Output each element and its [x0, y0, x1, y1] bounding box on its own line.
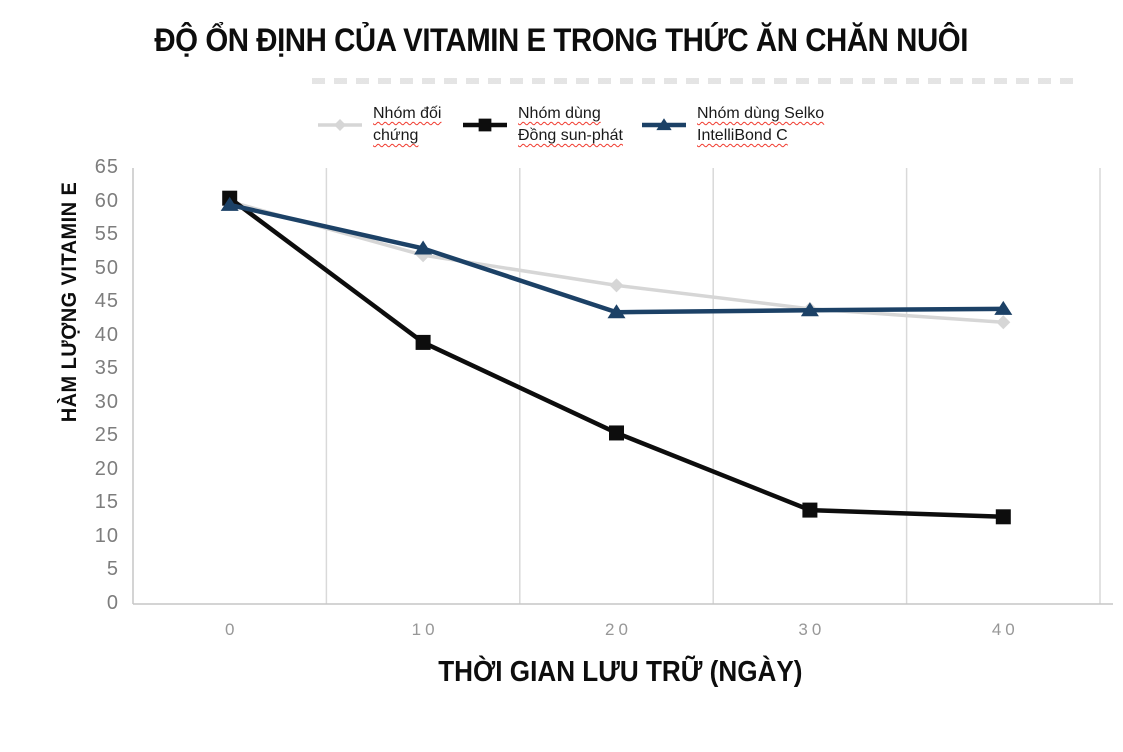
legend-label-intellibond: Nhóm dùng Selko IntelliBond C	[697, 103, 824, 147]
triangle-marker	[994, 300, 1013, 315]
y-tick-label: 55	[94, 223, 119, 246]
diamond-marker	[334, 119, 346, 131]
y-tick-label: 25	[94, 424, 119, 447]
y-tick-label: 15	[94, 491, 119, 514]
x-tick-label: 0	[224, 620, 239, 639]
legend-label-line: Đồng sun-phát	[518, 127, 623, 144]
erased-text-artifact	[312, 78, 1082, 84]
legend-item-control: Nhóm đối chứng	[318, 99, 441, 151]
y-tick-label: 0	[106, 592, 119, 614]
legend: Nhóm đối chứng Nhóm dùng Đồng sun-phát N…	[0, 99, 1123, 151]
triangle-marker	[220, 196, 239, 211]
series-1	[222, 190, 1011, 525]
y-tick-label: 30	[94, 390, 119, 413]
legend-item-copper-sulfate: Nhóm dùng Đồng sun-phát	[463, 99, 623, 151]
y-tick-label: 40	[94, 323, 119, 346]
y-tick-label: 45	[94, 290, 119, 313]
square-marker	[995, 509, 1011, 525]
legend-label-line: Nhóm dùng Selko	[697, 105, 825, 122]
legend-marker-square-icon	[463, 115, 507, 135]
x-axis-title: THỜI GIAN LƯU TRỮ (NGÀY)	[133, 656, 1108, 689]
series-line	[228, 196, 1004, 520]
x-tick-label: 30	[798, 620, 826, 639]
y-tick-label: 10	[94, 524, 119, 547]
diamond-marker	[996, 315, 1011, 330]
y-tick-label: 35	[94, 357, 119, 380]
y-tick-label: 20	[94, 457, 119, 480]
legend-label-control: Nhóm đối chứng	[373, 103, 441, 147]
x-axis-title-text: THỜI GIAN LƯU TRỮ (NGÀY)	[438, 656, 803, 688]
x-tick-label: 20	[605, 620, 632, 639]
chart-title-text: ĐỘ ỔN ĐỊNH CỦA VITAMIN E TRONG THỨC ĂN C…	[154, 22, 969, 58]
legend-item-intellibond: Nhóm dùng Selko IntelliBond C	[642, 99, 824, 151]
legend-marker-glyph	[318, 119, 362, 131]
y-tick-label: 65	[94, 156, 119, 178]
chart-title: ĐỘ ỔN ĐỊNH CỦA VITAMIN E TRONG THỨC ĂN C…	[0, 22, 1123, 59]
legend-label-line: Nhóm đối	[373, 105, 442, 122]
series-line	[229, 199, 1004, 325]
x-tick-label: 10	[411, 620, 439, 639]
series-line	[229, 202, 1004, 315]
legend-label-copper-sulfate: Nhóm dùng Đồng sun-phát	[518, 103, 623, 147]
series-2	[220, 196, 1013, 319]
square-marker	[609, 425, 624, 441]
triangle-marker	[656, 118, 672, 131]
square-marker	[478, 118, 492, 132]
legend-label-line: chứng	[373, 127, 419, 144]
legend-marker-diamond-icon	[318, 115, 362, 135]
legend-marker-triangle-icon	[642, 115, 686, 135]
y-tick-label: 60	[94, 189, 119, 212]
x-tick-label: 40	[991, 620, 1019, 639]
triangle-marker	[607, 304, 626, 319]
triangle-marker	[414, 240, 433, 255]
square-marker	[802, 502, 818, 518]
square-marker	[415, 334, 431, 350]
legend-marker-glyph	[463, 118, 507, 132]
legend-label-line: IntelliBond C	[697, 127, 788, 144]
diamond-marker	[609, 278, 624, 293]
y-tick-label: 50	[94, 256, 119, 279]
y-tick-label: 5	[106, 558, 119, 581]
legend-label-line: Nhóm dùng	[518, 105, 601, 122]
legend-marker-glyph	[642, 118, 686, 131]
triangle-marker	[800, 302, 819, 317]
